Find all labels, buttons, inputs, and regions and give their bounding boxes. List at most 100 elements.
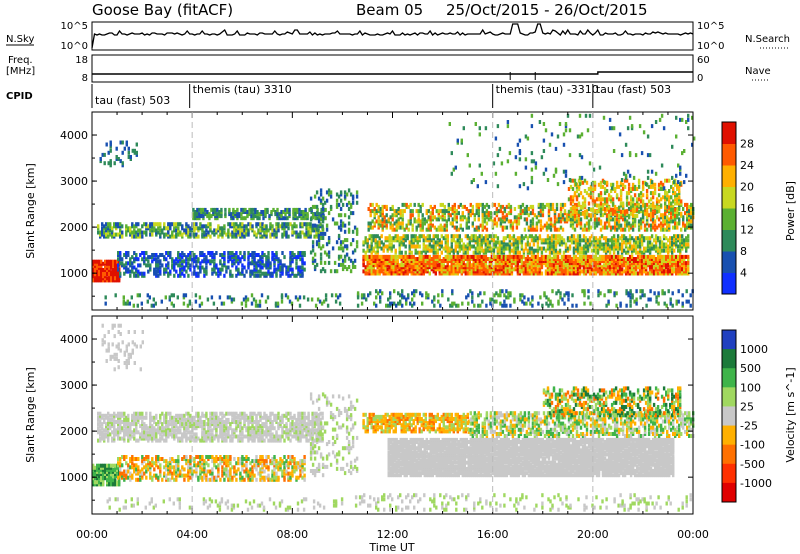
data-cell	[537, 213, 541, 218]
data-cell	[662, 248, 666, 253]
data-cell	[526, 242, 530, 247]
data-cell	[264, 212, 267, 217]
data-cell	[578, 242, 582, 247]
data-cell	[550, 263, 554, 268]
data-cell	[432, 257, 435, 261]
data-cell	[673, 254, 676, 259]
data-cell	[377, 215, 380, 220]
data-cell	[484, 234, 488, 239]
data-cell	[532, 248, 536, 253]
data-cell	[223, 230, 226, 235]
data-cell	[658, 248, 662, 253]
data-cell	[651, 184, 655, 189]
data-cell	[211, 255, 214, 260]
data-cell	[460, 257, 463, 261]
data-cell	[594, 263, 598, 268]
data-cell	[277, 265, 280, 270]
data-cell	[411, 209, 414, 214]
data-cell	[564, 242, 568, 247]
data-cell	[349, 211, 353, 216]
data-cell	[535, 221, 539, 226]
data-cell	[372, 257, 375, 261]
data-cell	[247, 255, 250, 260]
data-cell	[608, 254, 612, 259]
data-cell	[121, 263, 124, 268]
data-cell	[596, 269, 600, 274]
data-cell	[92, 259, 95, 264]
data-cell	[599, 204, 603, 209]
data-cell	[413, 301, 416, 306]
data-cell	[209, 224, 212, 229]
data-cell	[604, 271, 608, 276]
data-cell	[281, 265, 284, 270]
data-cell	[452, 254, 455, 259]
data-cell	[394, 248, 397, 253]
data-cell	[682, 221, 685, 226]
data-cell	[584, 242, 588, 247]
data-cell	[227, 230, 230, 235]
data-cell	[452, 263, 455, 268]
data-cell	[600, 254, 604, 259]
data-cell	[383, 223, 386, 228]
data-cell	[434, 267, 437, 272]
data-cell	[172, 303, 175, 308]
data-cell	[505, 225, 509, 230]
data-cell	[291, 271, 294, 276]
data-cell	[418, 261, 421, 266]
data-cell	[677, 238, 680, 243]
data-cell	[516, 238, 520, 243]
data-cell	[100, 263, 103, 268]
data-cell	[292, 210, 295, 214]
data-cell	[247, 230, 250, 235]
data-cell	[683, 240, 686, 245]
data-cell	[259, 232, 262, 237]
data-cell	[414, 234, 417, 239]
data-cell	[309, 217, 313, 222]
data-cell	[550, 244, 554, 249]
data-cell	[98, 278, 101, 283]
data-cell	[235, 228, 238, 233]
data-cell	[615, 221, 619, 226]
data-cell	[131, 265, 134, 270]
data-cell	[461, 215, 464, 220]
data-cell	[482, 240, 486, 245]
data-cell	[220, 210, 223, 214]
data-cell	[470, 269, 473, 274]
data-cell	[401, 209, 404, 214]
data-cell	[564, 254, 568, 259]
data-cell	[478, 271, 481, 276]
data-cell	[524, 246, 528, 251]
data-cell	[154, 301, 157, 306]
data-cell	[610, 257, 614, 261]
data-cell	[322, 216, 325, 221]
data-cell	[671, 263, 674, 268]
data-cell	[612, 246, 616, 251]
data-cell	[474, 246, 477, 251]
data-cell	[607, 197, 611, 202]
data-cell	[464, 267, 467, 272]
data-cell	[408, 269, 411, 274]
data-cell	[582, 250, 586, 255]
data-cell	[119, 230, 122, 235]
data-cell	[267, 263, 270, 268]
data-cell	[611, 207, 615, 212]
data-cell	[422, 254, 425, 259]
data-cell	[227, 222, 230, 227]
data-cell	[299, 230, 302, 235]
data-cell	[335, 192, 339, 197]
data-cell	[201, 265, 204, 270]
data-cell	[496, 269, 500, 274]
data-cell	[407, 204, 410, 209]
data-cell	[581, 201, 585, 206]
data-cell	[321, 209, 325, 214]
data-cell	[396, 234, 399, 239]
data-cell	[531, 223, 535, 228]
data-cell	[626, 238, 630, 243]
data-cell	[277, 224, 280, 229]
data-cell	[397, 301, 400, 306]
data-cell	[664, 205, 667, 210]
data-cell	[319, 188, 323, 193]
data-cell	[619, 197, 623, 202]
data-cell	[438, 240, 441, 245]
